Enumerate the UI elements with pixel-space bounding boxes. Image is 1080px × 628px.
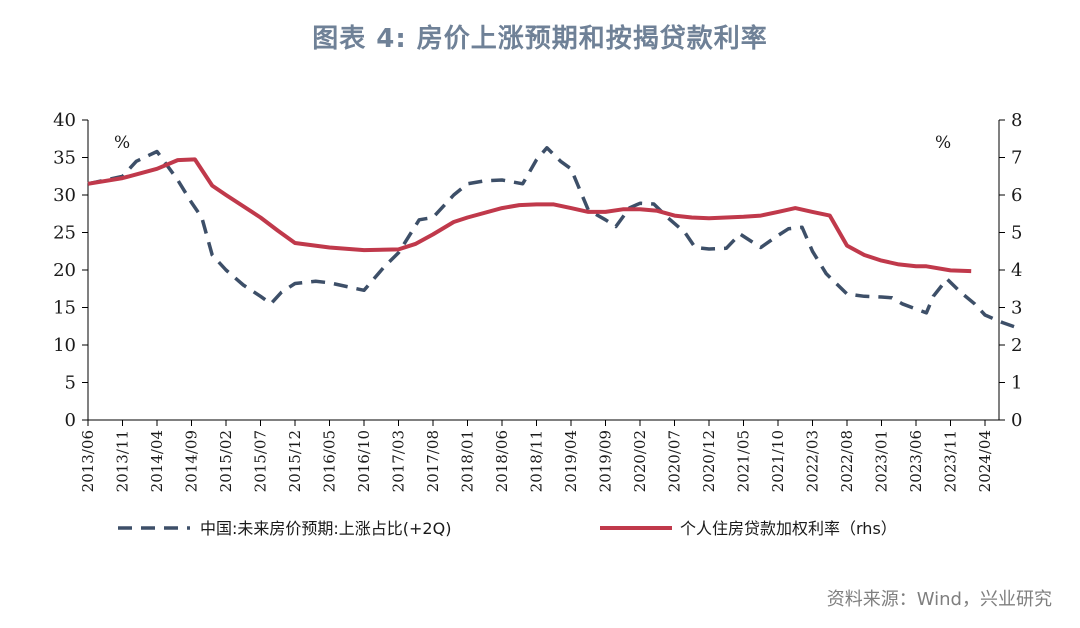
x-tick-label: 2013/06	[79, 430, 97, 492]
x-tick-label: 2017/08	[424, 430, 442, 492]
legend-series2-label: 个人住房贷款加权利率（rhs）	[680, 519, 897, 538]
x-tick-label: 2018/01	[459, 430, 477, 492]
right-tick-label: 2	[1011, 335, 1022, 356]
left-axis-unit: %	[114, 133, 130, 153]
left-tick-label: 30	[53, 185, 76, 206]
x-tick-label: 2023/11	[942, 430, 960, 492]
right-tick-label: 3	[1011, 298, 1022, 319]
right-tick-label: 8	[1011, 110, 1022, 131]
left-tick-label: 40	[53, 110, 76, 131]
series-mortgage-rate-line	[87, 157, 972, 274]
x-tick-label: 2014/04	[148, 430, 166, 492]
x-tick-label: 2015/02	[217, 430, 235, 492]
x-tick-label: 2018/11	[528, 430, 546, 492]
x-tick-label: 2023/01	[873, 430, 891, 492]
x-tick-label: 2017/03	[390, 430, 408, 492]
series-price-expectation-line	[87, 146, 1021, 331]
left-tick-label: 15	[53, 298, 76, 319]
x-tick-label: 2016/05	[321, 430, 339, 492]
right-tick-label: 5	[1011, 223, 1022, 244]
right-tick-label: 1	[1011, 373, 1022, 394]
x-tick-label: 2024/04	[976, 430, 994, 492]
chart-title: 图表 4: 房价上涨预期和按揭贷款利率	[312, 24, 768, 54]
right-tick-label: 4	[1011, 260, 1022, 281]
plot-area	[87, 146, 1021, 331]
x-tick-label: 2022/08	[838, 430, 856, 492]
x-tick-label: 2021/05	[735, 430, 753, 492]
legend-series1-label: 中国:未来房价预期:上涨占比(+2Q)	[200, 519, 451, 538]
x-tick-label: 2015/07	[252, 430, 270, 492]
x-tick-label: 2016/10	[355, 430, 373, 492]
x-tick-label: 2022/03	[804, 430, 822, 492]
legend: 中国:未来房价预期:上涨占比(+2Q) 个人住房贷款加权利率（rhs）	[118, 519, 897, 538]
x-tick-label: 2019/04	[562, 430, 580, 492]
left-tick-label: 5	[65, 373, 76, 394]
x-axis-ticks: 2013/06 2013/11 2014/04 2014/09 2015/02 2015/…	[79, 420, 994, 492]
x-tick-label: 2020/02	[631, 430, 649, 492]
x-tick-label: 2018/06	[493, 430, 511, 492]
right-tick-label: 6	[1011, 185, 1022, 206]
x-tick-label: 2020/12	[700, 430, 718, 492]
x-tick-label: 2013/11	[114, 430, 132, 492]
source-note: 资料来源：Wind，兴业研究	[826, 589, 1052, 610]
x-tick-label: 2021/10	[769, 430, 787, 492]
left-tick-label: 35	[53, 148, 76, 169]
left-tick-label: 10	[53, 335, 76, 356]
x-tick-label: 2014/09	[183, 430, 201, 492]
right-axis-unit: %	[935, 133, 951, 153]
left-axis-ticks: 0 5 10 15 20 25 30 35 40	[53, 110, 88, 431]
right-tick-label: 7	[1011, 148, 1022, 169]
x-tick-label: 2020/07	[666, 430, 684, 492]
right-tick-label: 0	[1011, 410, 1022, 431]
right-axis-ticks: 0 1 2 3 4 5 6 7 8	[999, 110, 1022, 431]
left-tick-label: 25	[53, 223, 76, 244]
x-tick-label: 2015/12	[286, 430, 304, 492]
left-tick-label: 0	[65, 410, 76, 431]
x-tick-label: 2019/09	[597, 430, 615, 492]
left-tick-label: 20	[53, 260, 76, 281]
x-tick-label: 2023/06	[907, 430, 925, 492]
